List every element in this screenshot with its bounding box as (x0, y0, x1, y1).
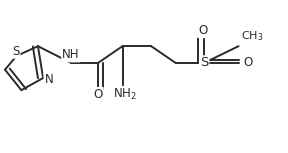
Text: CH$_3$: CH$_3$ (241, 30, 264, 43)
Text: N: N (44, 73, 53, 86)
Text: S: S (12, 45, 20, 58)
Text: O: O (94, 88, 103, 101)
Text: NH$_2$: NH$_2$ (113, 87, 137, 102)
Text: S: S (200, 56, 209, 69)
Text: O: O (198, 24, 207, 37)
Text: NH: NH (62, 49, 80, 62)
Text: O: O (243, 56, 252, 69)
